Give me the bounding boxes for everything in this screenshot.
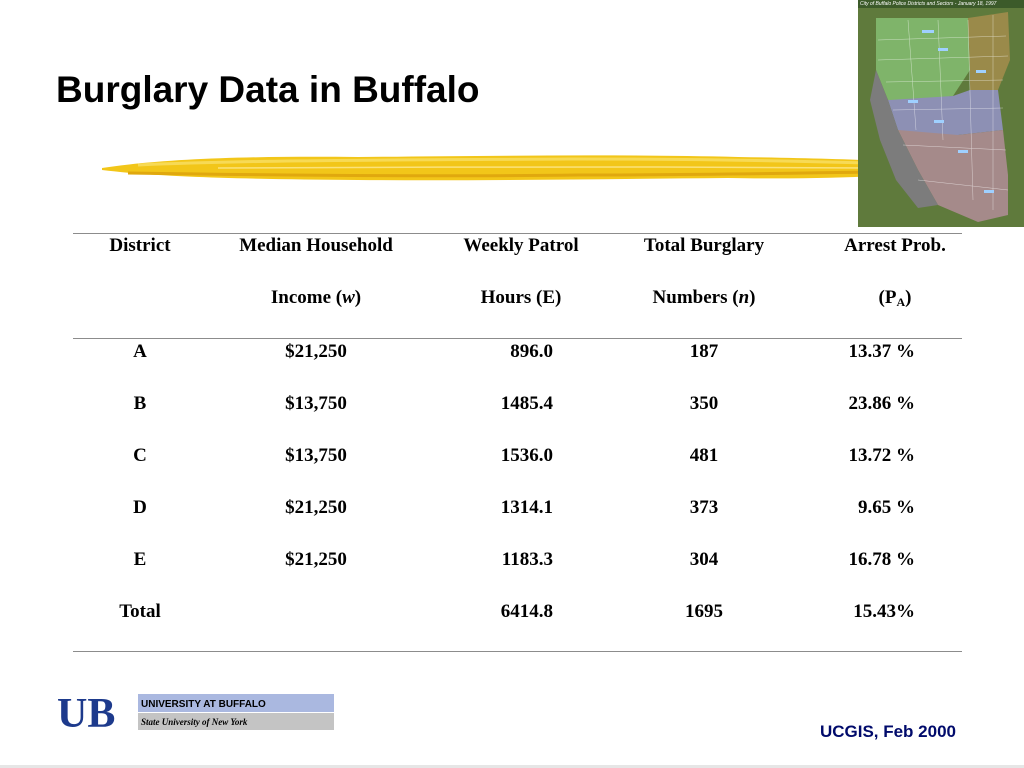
row-e-patrol: 1183.3 xyxy=(501,549,553,570)
bottom-divider xyxy=(0,765,1024,768)
row-b-burglary: 350 xyxy=(689,393,719,414)
row-d-arrest: 9.65 % xyxy=(858,497,915,518)
row-b-income: $13,750 xyxy=(285,393,347,414)
logo-line2: State University of New York xyxy=(141,717,248,727)
header-patrol-line1: Weekly Patrol xyxy=(463,235,579,256)
row-d-income: $21,250 xyxy=(285,497,347,518)
row-a-income: $21,250 xyxy=(285,341,347,362)
row-d-patrol: 1314.1 xyxy=(500,497,553,518)
row-e-income: $21,250 xyxy=(285,549,347,570)
row-b-arrest: 23.86 % xyxy=(848,393,916,414)
total-burglary: 1695 xyxy=(685,601,723,622)
total-label: Total xyxy=(119,601,161,622)
row-e-arrest: 16.78 % xyxy=(848,549,916,570)
header-income-line1: Median Household xyxy=(239,235,393,256)
row-e-district: E xyxy=(133,549,147,570)
ub-monogram: UB xyxy=(57,691,115,733)
header-income-line2: Income (w) xyxy=(270,287,362,308)
header-arrest-line1: Arrest Prob. xyxy=(844,235,946,256)
row-d-burglary: 373 xyxy=(689,497,719,518)
row-a-burglary: 187 xyxy=(689,341,719,362)
slide-title: Burglary Data in Buffalo xyxy=(56,69,480,110)
table-header-rule xyxy=(73,338,962,339)
row-e-burglary: 304 xyxy=(689,549,719,570)
row-c-arrest: 13.72 % xyxy=(848,445,916,466)
table-top-rule xyxy=(73,233,962,234)
footer-text: UCGIS, Feb 2000 xyxy=(819,722,956,741)
row-c-income: $13,750 xyxy=(285,445,347,466)
header-burglary-line1: Total Burglary xyxy=(643,235,765,256)
row-a-patrol: 896.0 xyxy=(510,341,553,362)
yellow-brush-stroke xyxy=(102,155,878,181)
row-b-district: B xyxy=(133,393,147,414)
header-patrol-line2: Hours (E) xyxy=(480,287,562,308)
row-c-patrol: 1536.0 xyxy=(500,445,553,466)
map-caption: City of Buffalo Police Districts and Sec… xyxy=(860,1,997,7)
header-arrest-line2: (PA) xyxy=(878,287,912,309)
table-bottom-rule xyxy=(73,651,962,652)
row-c-burglary: 481 xyxy=(689,445,719,466)
row-d-district: D xyxy=(133,497,147,518)
row-b-patrol: 1485.4 xyxy=(500,393,553,414)
row-c-district: C xyxy=(133,445,147,466)
police-district-map xyxy=(858,0,1024,227)
logo-line1: UNIVERSITY AT BUFFALO xyxy=(141,699,266,710)
row-a-district: A xyxy=(133,341,147,362)
header-district: District xyxy=(109,235,171,256)
header-burglary-line2: Numbers (n) xyxy=(652,287,756,308)
university-at-buffalo-logo: UB UNIVERSITY AT BUFFALO State Universit… xyxy=(57,691,334,733)
total-arrest: 15.43% xyxy=(853,601,915,622)
row-a-arrest: 13.37 % xyxy=(848,341,916,362)
total-patrol: 6414.8 xyxy=(500,601,553,622)
